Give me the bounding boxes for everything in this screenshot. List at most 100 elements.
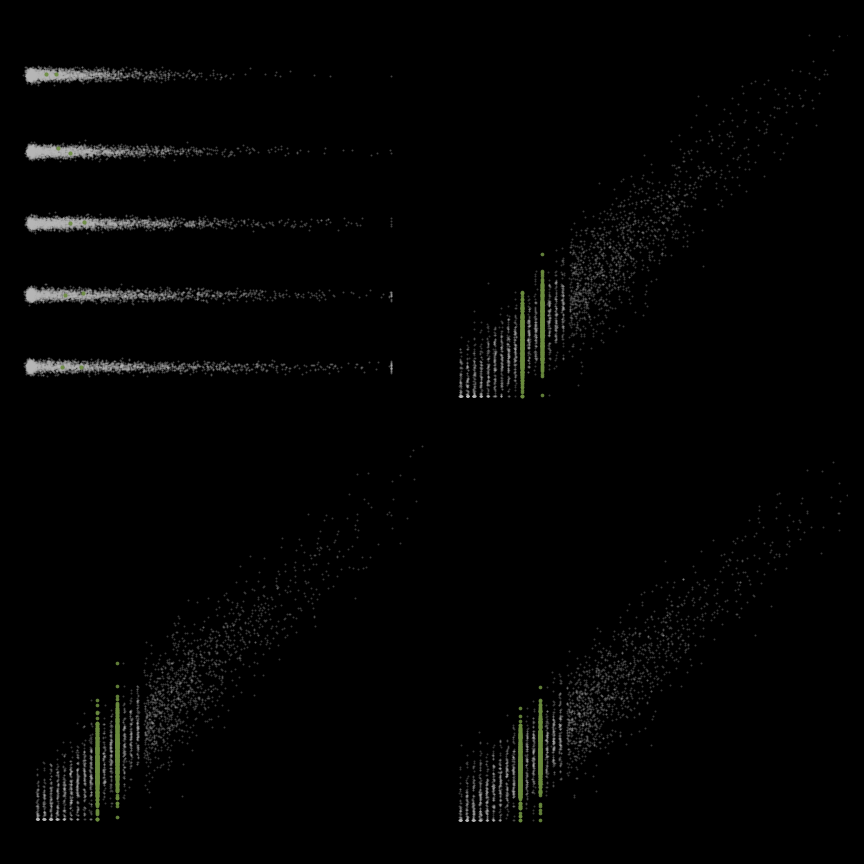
Point <box>34 143 48 156</box>
Point <box>43 812 57 826</box>
Point <box>29 289 43 303</box>
Point <box>60 215 73 229</box>
Point <box>536 295 550 308</box>
Point <box>23 286 37 300</box>
Point <box>154 671 168 685</box>
Point <box>54 147 68 161</box>
Point <box>518 774 532 788</box>
Point <box>486 777 500 791</box>
Point <box>53 292 67 306</box>
Point <box>130 731 144 745</box>
Point <box>77 219 91 232</box>
Point <box>209 634 223 648</box>
Point <box>57 284 71 298</box>
Point <box>79 71 93 85</box>
Point <box>90 360 104 374</box>
Point <box>72 219 86 232</box>
Point <box>24 361 38 375</box>
Point <box>90 726 104 740</box>
Point <box>48 141 61 155</box>
Point <box>453 390 467 403</box>
Point <box>83 214 97 228</box>
Point <box>501 347 515 361</box>
Point <box>533 728 547 742</box>
Point <box>161 697 175 711</box>
Point <box>126 289 140 303</box>
Point <box>569 735 582 749</box>
Point <box>23 289 37 302</box>
Point <box>124 738 137 752</box>
Point <box>257 589 270 603</box>
Point <box>76 143 90 157</box>
Point <box>481 359 495 372</box>
Point <box>513 797 527 810</box>
Point <box>501 384 515 398</box>
Point <box>529 327 543 341</box>
Point <box>55 216 69 230</box>
Point <box>24 143 38 156</box>
Point <box>550 320 563 334</box>
Point <box>384 146 398 160</box>
Point <box>105 217 119 231</box>
Point <box>536 352 550 365</box>
Point <box>25 288 39 302</box>
Point <box>98 359 111 373</box>
Point <box>94 295 108 308</box>
Point <box>92 218 106 232</box>
Point <box>185 216 199 230</box>
Point <box>100 64 114 78</box>
Point <box>54 216 68 230</box>
Point <box>71 362 85 376</box>
Point <box>35 217 49 231</box>
Point <box>556 302 569 315</box>
Point <box>22 145 36 159</box>
Point <box>549 322 562 336</box>
Point <box>111 737 124 751</box>
Point <box>91 778 105 791</box>
Point <box>96 291 110 305</box>
Point <box>194 289 208 303</box>
Point <box>533 731 547 745</box>
Point <box>54 363 67 377</box>
Point <box>513 745 527 759</box>
Point <box>574 239 588 253</box>
Point <box>102 285 116 299</box>
Point <box>160 285 174 299</box>
Point <box>541 716 555 730</box>
Point <box>578 294 592 308</box>
Point <box>153 360 167 374</box>
Point <box>24 69 38 83</box>
Point <box>38 142 52 156</box>
Point <box>48 285 61 299</box>
Point <box>589 251 603 265</box>
Point <box>45 141 59 155</box>
Point <box>645 202 659 216</box>
Point <box>24 146 38 160</box>
Point <box>102 359 116 372</box>
Point <box>676 618 689 632</box>
Point <box>33 219 47 232</box>
Point <box>592 714 606 727</box>
Point <box>35 148 48 162</box>
Point <box>72 147 86 161</box>
Point <box>124 145 138 159</box>
Point <box>59 64 73 78</box>
Point <box>533 727 547 741</box>
Point <box>515 336 529 350</box>
Point <box>64 734 78 748</box>
Point <box>22 289 36 303</box>
Point <box>86 364 100 378</box>
Point <box>150 743 164 757</box>
Point <box>515 356 529 370</box>
Point <box>628 640 642 654</box>
Point <box>82 218 96 232</box>
Point <box>25 140 39 154</box>
Point <box>98 67 111 80</box>
Point <box>540 721 554 734</box>
Point <box>31 365 45 379</box>
Point <box>512 723 526 737</box>
Point <box>77 365 91 379</box>
Point <box>513 778 527 791</box>
Point <box>533 769 547 783</box>
Point <box>35 359 49 373</box>
